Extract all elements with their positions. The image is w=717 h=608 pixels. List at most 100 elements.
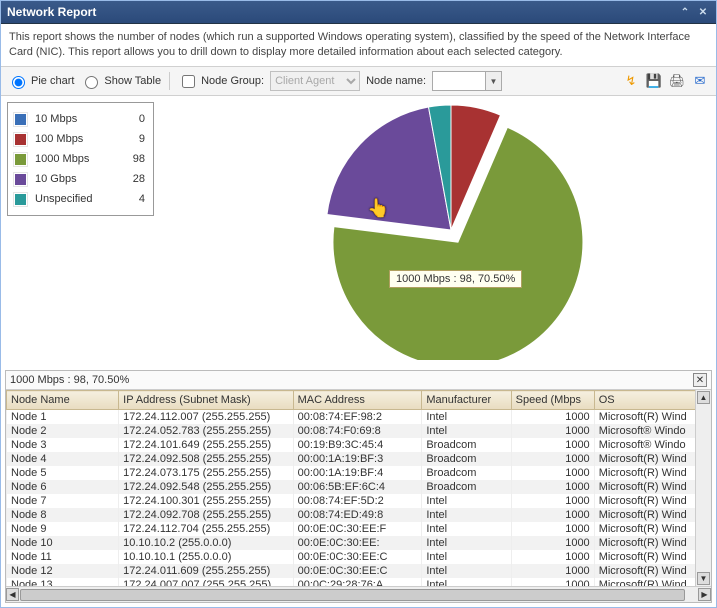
table-row[interactable]: Node 12172.24.011.609 (255.255.255)00:0E… [7, 564, 711, 578]
scroll-thumb[interactable] [20, 589, 685, 601]
table-cell: Microsoft® Windo [594, 424, 710, 438]
table-cell: 00:00:1A:19:BF:4 [293, 466, 422, 480]
node-name-dropdown-icon[interactable]: ▼ [486, 71, 502, 91]
node-group-select[interactable]: Client Agent [270, 71, 360, 91]
panel-title: Network Report [7, 5, 96, 19]
table-cell: Microsoft(R) Wind [594, 494, 710, 508]
legend-row[interactable]: 1000 Mbps98 [14, 149, 145, 169]
table-cell: Node 8 [7, 508, 119, 522]
column-header[interactable]: Node Name [7, 391, 119, 410]
table-cell: Node 2 [7, 424, 119, 438]
email-icon[interactable]: ✉ [690, 71, 710, 91]
table-cell: 172.24.007.007 (255.255.255) [119, 578, 293, 586]
table-cell: 1000 [511, 480, 594, 494]
table-cell: Microsoft(R) Wind [594, 536, 710, 550]
table-row[interactable]: Node 9172.24.112.704 (255.255.255)00:0E:… [7, 522, 711, 536]
column-header[interactable]: OS [594, 391, 710, 410]
table-cell: 00:0E:0C:30:EE: [293, 536, 422, 550]
report-description: This report shows the number of nodes (w… [1, 24, 716, 67]
scroll-down-icon[interactable]: ▼ [697, 572, 710, 585]
grid-scroll[interactable]: Node NameIP Address (Subnet Mask)MAC Add… [6, 390, 711, 586]
legend-label: 1000 Mbps [35, 153, 117, 165]
node-name-input[interactable] [432, 71, 486, 91]
legend-row[interactable]: 100 Mbps9 [14, 129, 145, 149]
table-row[interactable]: Node 4172.24.092.508 (255.255.255)00:00:… [7, 452, 711, 466]
grid-table: Node NameIP Address (Subnet Mask)MAC Add… [6, 390, 711, 586]
legend-row[interactable]: Unspecified4 [14, 189, 145, 209]
table-cell: 00:06:5B:EF:6C:4 [293, 480, 422, 494]
table-cell: 00:19:B9:3C:45:4 [293, 438, 422, 452]
legend-value: 28 [125, 173, 145, 185]
scroll-left-icon[interactable]: ◀ [6, 588, 19, 601]
table-row[interactable]: Node 1110.10.10.1 (255.0.0.0)00:0E:0C:30… [7, 550, 711, 564]
column-header[interactable]: Manufacturer [422, 391, 511, 410]
table-cell: 172.24.052.783 (255.255.255) [119, 424, 293, 438]
table-row[interactable]: Node 13172.24.007.007 (255.255.255)00:0C… [7, 578, 711, 586]
table-cell: Intel [422, 410, 511, 425]
vertical-scrollbar[interactable]: ▲ ▼ [695, 390, 711, 586]
node-group-checkbox-input[interactable] [182, 75, 195, 88]
legend-row[interactable]: 10 Gbps28 [14, 169, 145, 189]
table-row[interactable]: Node 2172.24.052.783 (255.255.255)00:08:… [7, 424, 711, 438]
table-row[interactable]: Node 1010.10.10.2 (255.0.0.0)00:0E:0C:30… [7, 536, 711, 550]
legend-label: 10 Mbps [35, 113, 117, 125]
grid-header-row: Node NameIP Address (Subnet Mask)MAC Add… [7, 391, 711, 410]
titlebar-tools: ⌃ ✕ [678, 5, 710, 19]
grid-title-bar: 1000 Mbps : 98, 70.50% ✕ [6, 371, 711, 390]
collapse-icon[interactable]: ⌃ [678, 5, 692, 19]
show-table-radio-input[interactable] [85, 76, 98, 89]
table-cell: 00:08:74:F0:69:8 [293, 424, 422, 438]
legend-swatch [14, 113, 27, 126]
print-icon[interactable]: 🖨 [667, 71, 687, 91]
table-row[interactable]: Node 5172.24.073.175 (255.255.255)00:00:… [7, 466, 711, 480]
table-cell: Intel [422, 522, 511, 536]
table-row[interactable]: Node 3172.24.101.649 (255.255.255)00:19:… [7, 438, 711, 452]
table-cell: Microsoft(R) Wind [594, 522, 710, 536]
table-cell: Intel [422, 494, 511, 508]
grid-close-icon[interactable]: ✕ [693, 373, 707, 387]
table-row[interactable]: Node 6172.24.092.548 (255.255.255)00:06:… [7, 480, 711, 494]
table-cell: 10.10.10.1 (255.0.0.0) [119, 550, 293, 564]
scroll-up-icon[interactable]: ▲ [697, 391, 710, 404]
table-cell: 172.24.100.301 (255.255.255) [119, 494, 293, 508]
node-name-label: Node name: [366, 75, 426, 87]
column-header[interactable]: IP Address (Subnet Mask) [119, 391, 293, 410]
horizontal-scrollbar[interactable]: ◀ ▶ [6, 586, 711, 602]
table-cell: 00:08:74:EF:98:2 [293, 410, 422, 425]
table-cell: 172.24.092.508 (255.255.255) [119, 452, 293, 466]
table-cell: Broadcom [422, 466, 511, 480]
table-row[interactable]: Node 8172.24.092.708 (255.255.255)00:08:… [7, 508, 711, 522]
table-cell: Broadcom [422, 480, 511, 494]
table-cell: Intel [422, 536, 511, 550]
table-cell: Node 1 [7, 410, 119, 425]
legend-row[interactable]: 10 Mbps0 [14, 109, 145, 129]
refresh-icon[interactable]: ↯ [621, 71, 641, 91]
table-row[interactable]: Node 7172.24.100.301 (255.255.255)00:08:… [7, 494, 711, 508]
pie-chart-radio-label: Pie chart [31, 75, 74, 87]
table-cell: 1000 [511, 438, 594, 452]
close-icon[interactable]: ✕ [696, 5, 710, 19]
table-cell: Broadcom [422, 452, 511, 466]
show-table-radio[interactable]: Show Table [80, 73, 161, 89]
toolbar-right: ↯ 💾 🖨 ✉ [621, 71, 710, 91]
table-cell: Node 9 [7, 522, 119, 536]
column-header[interactable]: MAC Address [293, 391, 422, 410]
table-cell: 00:08:74:EF:5D:2 [293, 494, 422, 508]
pie-chart[interactable]: 1000 Mbps : 98, 70.50% 👆 [301, 100, 601, 360]
table-row[interactable]: Node 1172.24.112.007 (255.255.255)00:08:… [7, 410, 711, 425]
table-cell: 172.24.092.548 (255.255.255) [119, 480, 293, 494]
save-icon[interactable]: 💾 [644, 71, 664, 91]
scroll-right-icon[interactable]: ▶ [698, 588, 711, 601]
table-cell: Node 4 [7, 452, 119, 466]
table-cell: 00:0E:0C:30:EE:C [293, 564, 422, 578]
titlebar: Network Report ⌃ ✕ [1, 1, 716, 24]
node-group-checkbox[interactable]: Node Group: [178, 72, 264, 91]
pie-chart-radio[interactable]: Pie chart [7, 73, 74, 89]
pie-chart-radio-input[interactable] [12, 76, 25, 89]
table-cell: Microsoft(R) Wind [594, 466, 710, 480]
table-cell: 172.24.112.007 (255.255.255) [119, 410, 293, 425]
table-cell: 1000 [511, 466, 594, 480]
table-cell: 1000 [511, 424, 594, 438]
table-cell: Microsoft(R) Wind [594, 578, 710, 586]
column-header[interactable]: Speed (Mbps [511, 391, 594, 410]
